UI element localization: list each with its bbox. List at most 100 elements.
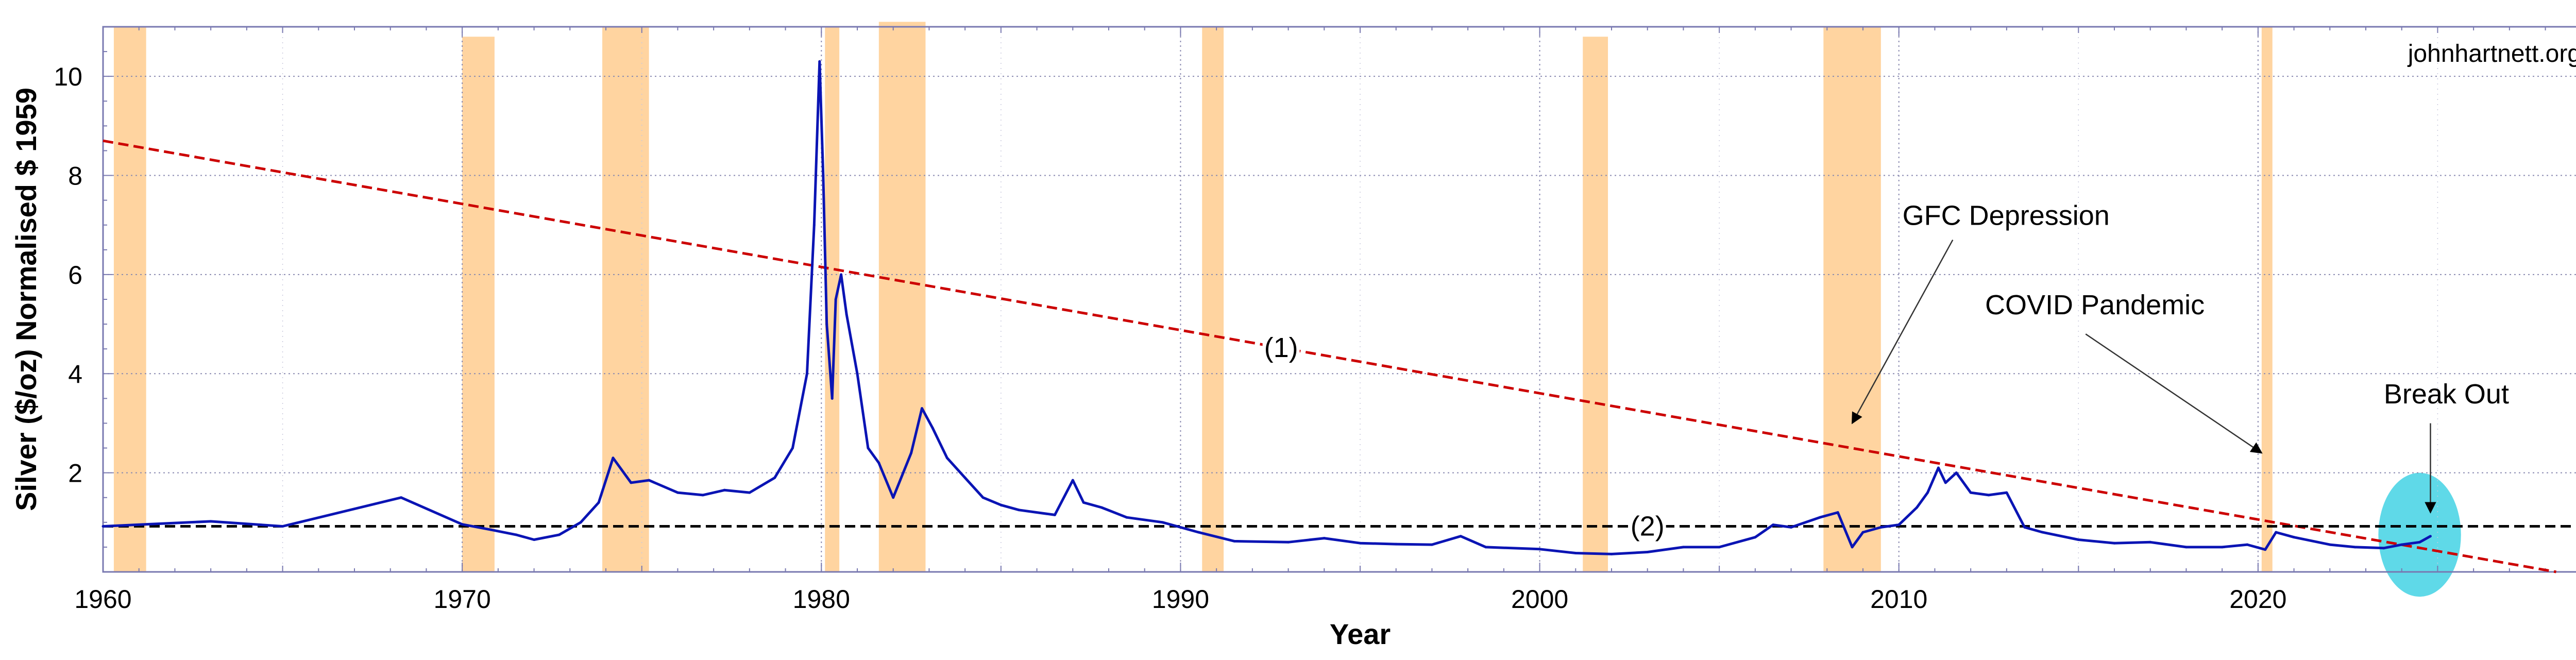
series-point-10	[597, 501, 600, 504]
line-label-3: (1)	[1264, 332, 1298, 363]
series-group	[101, 60, 2432, 555]
trend-line-1	[103, 139, 2556, 573]
series-point-37	[963, 476, 967, 479]
series-point-85	[2221, 546, 2224, 549]
series-point-58	[1610, 552, 1613, 555]
series-point-45	[1125, 516, 1128, 519]
series-point-74	[1944, 481, 1947, 484]
x-tick-label-2: 1980	[793, 585, 850, 614]
series-point-15	[701, 494, 704, 497]
y-tick-label-0: 2	[68, 459, 82, 488]
x-tick-label-1: 1970	[434, 585, 491, 614]
series-point-46	[1161, 521, 1164, 524]
series-point-38	[981, 496, 985, 499]
series-point-69	[1879, 526, 1883, 529]
series-point-83	[2149, 540, 2152, 544]
x-tick-label-5: 2010	[1870, 585, 1927, 614]
y-tick-label-1: 4	[68, 360, 82, 388]
series-point-22	[818, 60, 821, 63]
series-point-39	[999, 503, 1003, 506]
series-point-93	[2400, 543, 2403, 546]
series-point-3	[400, 496, 403, 499]
series-point-57	[1574, 551, 1577, 554]
recession-band-8	[2261, 27, 2273, 572]
series-point-66	[1836, 511, 1839, 514]
series-point-50	[1323, 537, 1326, 540]
series-point-90	[2328, 543, 2331, 546]
series-point-28	[845, 313, 848, 316]
series-point-71	[1916, 506, 1919, 509]
y-tick-label-3: 8	[68, 162, 82, 191]
series-point-92	[2382, 547, 2385, 550]
series-point-33	[910, 451, 913, 454]
series-point-47	[1197, 531, 1200, 534]
series-point-12	[630, 481, 633, 484]
tick-labels: 19601970198019902000201020202030246810	[54, 62, 2286, 614]
series-point-14	[676, 491, 679, 494]
series-point-27	[840, 273, 843, 276]
breakout-ellipse	[2378, 472, 2461, 597]
series-point-26	[834, 298, 837, 301]
series-point-36	[945, 456, 948, 460]
series-point-1	[209, 520, 212, 523]
series-point-11	[612, 456, 615, 460]
annotation-text-1: COVID Pandemic	[1985, 290, 2205, 320]
x-tick-label-6: 2020	[2229, 585, 2286, 614]
series-point-52	[1395, 543, 1398, 546]
series-point-25	[831, 397, 834, 400]
recession-band-5	[1202, 27, 1224, 572]
series-point-51	[1359, 541, 1362, 545]
plot-frame	[102, 26, 2576, 573]
series-point-7	[533, 538, 536, 541]
series-point-86	[2246, 543, 2249, 546]
series-point-94	[2418, 540, 2421, 544]
recession-band-1	[462, 37, 495, 572]
series-point-19	[791, 447, 794, 450]
annotation-text-2: Break Out	[2384, 379, 2509, 410]
series-point-65	[1818, 516, 1821, 519]
series-point-49	[1287, 540, 1290, 544]
series-point-53	[1430, 543, 1433, 546]
series-point-6	[515, 533, 518, 536]
series-point-9	[579, 521, 582, 524]
series-point-5	[489, 528, 493, 531]
series-point-89	[2293, 536, 2296, 539]
series-point-48	[1233, 539, 1236, 543]
series-point-21	[812, 224, 816, 227]
series-point-40	[1018, 509, 1021, 512]
series-point-84	[2184, 546, 2188, 549]
series-point-16	[723, 488, 726, 492]
recession-band-7	[1823, 27, 1881, 572]
recession-band-4	[878, 22, 926, 572]
series-point-82	[2113, 541, 2116, 545]
series-point-32	[892, 496, 895, 499]
series-point-91	[2353, 546, 2357, 549]
series-point-77	[1987, 494, 1990, 497]
series-point-72	[1926, 491, 1929, 494]
series-point-95	[2429, 535, 2432, 538]
series-point-56	[1538, 548, 1541, 551]
series-point-20	[805, 372, 808, 375]
y-tick-label-2: 6	[68, 261, 82, 290]
series-point-68	[1861, 531, 1865, 534]
series-point-70	[1897, 523, 1901, 527]
series-point-35	[931, 427, 934, 430]
series-point-63	[1772, 523, 1775, 527]
annotation-arrow-0	[1851, 239, 1954, 425]
series-point-88	[2275, 531, 2278, 534]
series-point-18	[773, 476, 776, 479]
trend-lines	[103, 139, 2576, 573]
series-point-59	[1646, 551, 1649, 554]
recession-band-6	[1583, 37, 1608, 572]
line-label-bg-3	[1262, 331, 1300, 363]
series-point-31	[877, 461, 880, 464]
series-point-0	[101, 525, 105, 528]
series-point-34	[920, 407, 923, 410]
series-point-62	[1754, 536, 1757, 539]
series-point-17	[748, 491, 751, 494]
x-tick-label-0: 1960	[74, 585, 131, 614]
series-point-61	[1718, 546, 1721, 549]
series-point-43	[1082, 501, 1085, 504]
series-point-42	[1071, 479, 1074, 482]
